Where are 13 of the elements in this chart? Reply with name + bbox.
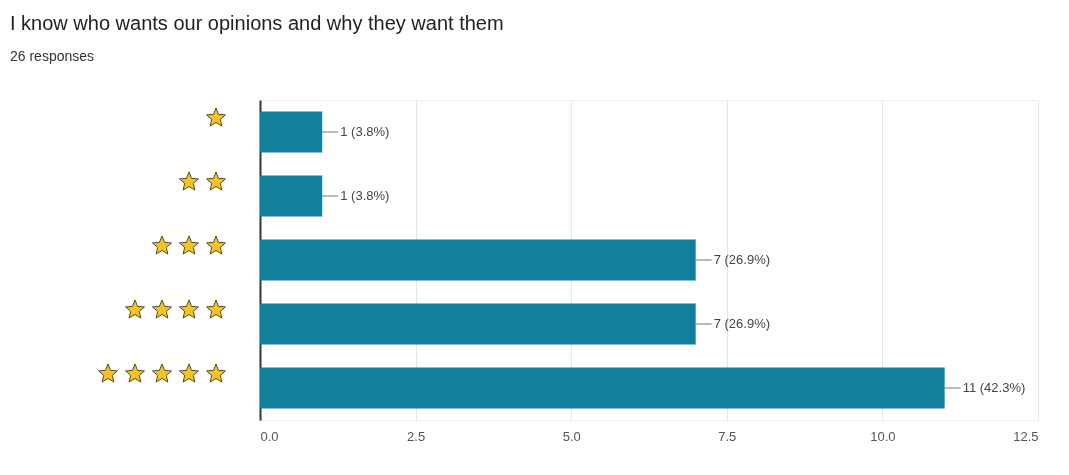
x-tick-label: 10.0 — [870, 428, 896, 444]
x-tick-label: 12.5 — [1013, 428, 1039, 444]
data-label: 7 (26.9%) — [713, 252, 771, 267]
chart-title: I know who wants our opinions and why they want them — [10, 12, 504, 34]
data-label: 7 (26.9%) — [713, 316, 771, 331]
x-tick-label: 5.0 — [562, 428, 581, 444]
x-tick-label: 2.5 — [407, 428, 426, 444]
text: 26 responses — [10, 48, 95, 64]
x-tick-label: 7.5 — [718, 428, 737, 444]
data-label: 1 (3.8%) — [340, 188, 390, 203]
x-tick-label: 0.0 — [260, 428, 279, 444]
data-label: 11 (42.3%) — [962, 380, 1026, 395]
data-label: 1 (3.8%) — [340, 124, 390, 139]
